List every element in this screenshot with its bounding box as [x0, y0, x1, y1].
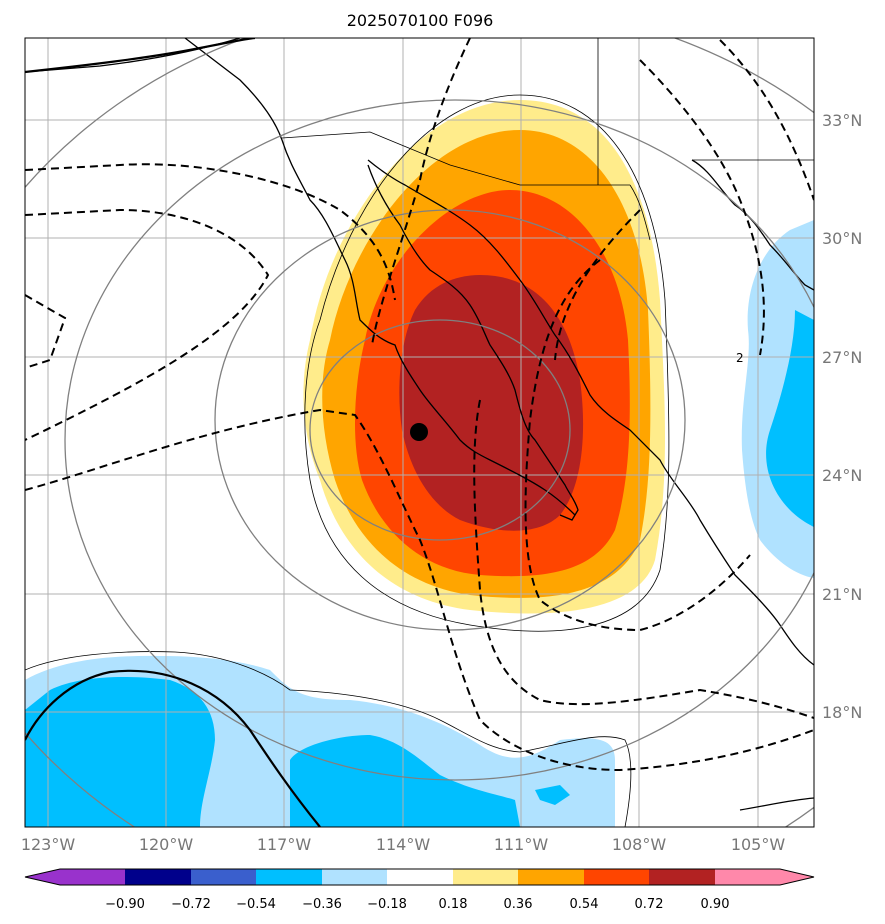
coast-baja-east	[367, 164, 579, 521]
lat-label: 33°N	[822, 111, 862, 130]
fill-neg-south-dark-mid	[290, 735, 520, 827]
colorbar-tick-label: 0.36	[504, 897, 533, 912]
lon-label: 123°W	[21, 835, 76, 854]
border-us-mexico	[281, 131, 630, 186]
map-frame	[24, 37, 815, 828]
colorbar-outline	[24, 868, 815, 886]
colorbar-bin	[60, 869, 125, 885]
coast-mexico-mainland	[367, 159, 814, 666]
colorbar-bin	[584, 869, 649, 885]
coast-sw-south	[739, 797, 814, 811]
thin-anomaly-contour	[25, 94, 670, 827]
colorbar-bin	[453, 869, 518, 885]
lon-label: 114°W	[376, 835, 431, 854]
lon-label: 108°W	[612, 835, 667, 854]
colorbar-tick-label: −0.36	[302, 897, 342, 912]
colorbar-high-extend	[780, 869, 814, 885]
fill-neg-south-dark-small	[535, 785, 570, 805]
colorbar-tick-label: 0.54	[570, 897, 599, 912]
colorbar-tick-label: 0.72	[635, 897, 664, 912]
latitude-labels: 33°N 30°N 27°N 24°N 21°N 18°N	[822, 111, 862, 722]
negative-anomaly-fill	[25, 220, 814, 827]
lat-label: 24°N	[822, 466, 862, 485]
lat-label: 30°N	[822, 229, 862, 248]
colorbar-low-extend	[25, 869, 60, 885]
colorbar-bin	[715, 869, 780, 885]
graticule	[25, 38, 814, 827]
colorbar-tick-label: −0.90	[105, 897, 145, 912]
lon-label: 105°W	[731, 835, 786, 854]
colorbar-tick-label: −0.54	[236, 897, 276, 912]
coast-gulf-mexico	[691, 159, 814, 291]
colorbar-bin	[518, 869, 584, 885]
lon-label: 117°W	[257, 835, 312, 854]
lat-label: 27°N	[822, 348, 862, 367]
borders	[281, 38, 814, 241]
lon-label: 120°W	[139, 835, 194, 854]
colorbar-tick-label: 0.18	[439, 897, 468, 912]
storm-center-marker	[410, 423, 428, 441]
lat-label: 21°N	[822, 585, 862, 604]
fill-neg-south-dark-west	[25, 677, 215, 827]
lon-label: 111°W	[494, 835, 549, 854]
colorbar-bin	[125, 869, 191, 885]
fill-neg-east-dark	[766, 310, 814, 527]
lat-label: 18°N	[822, 703, 862, 722]
colorbar-bin	[256, 869, 322, 885]
fill-072-090	[399, 275, 584, 531]
colorbar-bin	[191, 869, 256, 885]
colorbar-bin	[649, 869, 715, 885]
map-title: 2025070100 F096	[347, 11, 494, 30]
colorbar-bin	[387, 869, 453, 885]
colorbar-tick-label: −0.72	[171, 897, 211, 912]
colorbar: −0.90 −0.72 −0.54 −0.36 −0.18 0.18 0.36 …	[24, 868, 815, 912]
solid-contours	[25, 38, 321, 827]
colorbar-bin	[322, 869, 387, 885]
colorbar-tick-label: 0.90	[701, 897, 730, 912]
dashed-contours	[25, 38, 814, 772]
colorbar-tick-label: −0.18	[367, 897, 407, 912]
contour-value-label: 2	[736, 351, 744, 365]
border-mx-states	[629, 184, 651, 241]
longitude-labels: 123°W 120°W 117°W 114°W 111°W 108°W 105°…	[21, 835, 786, 854]
